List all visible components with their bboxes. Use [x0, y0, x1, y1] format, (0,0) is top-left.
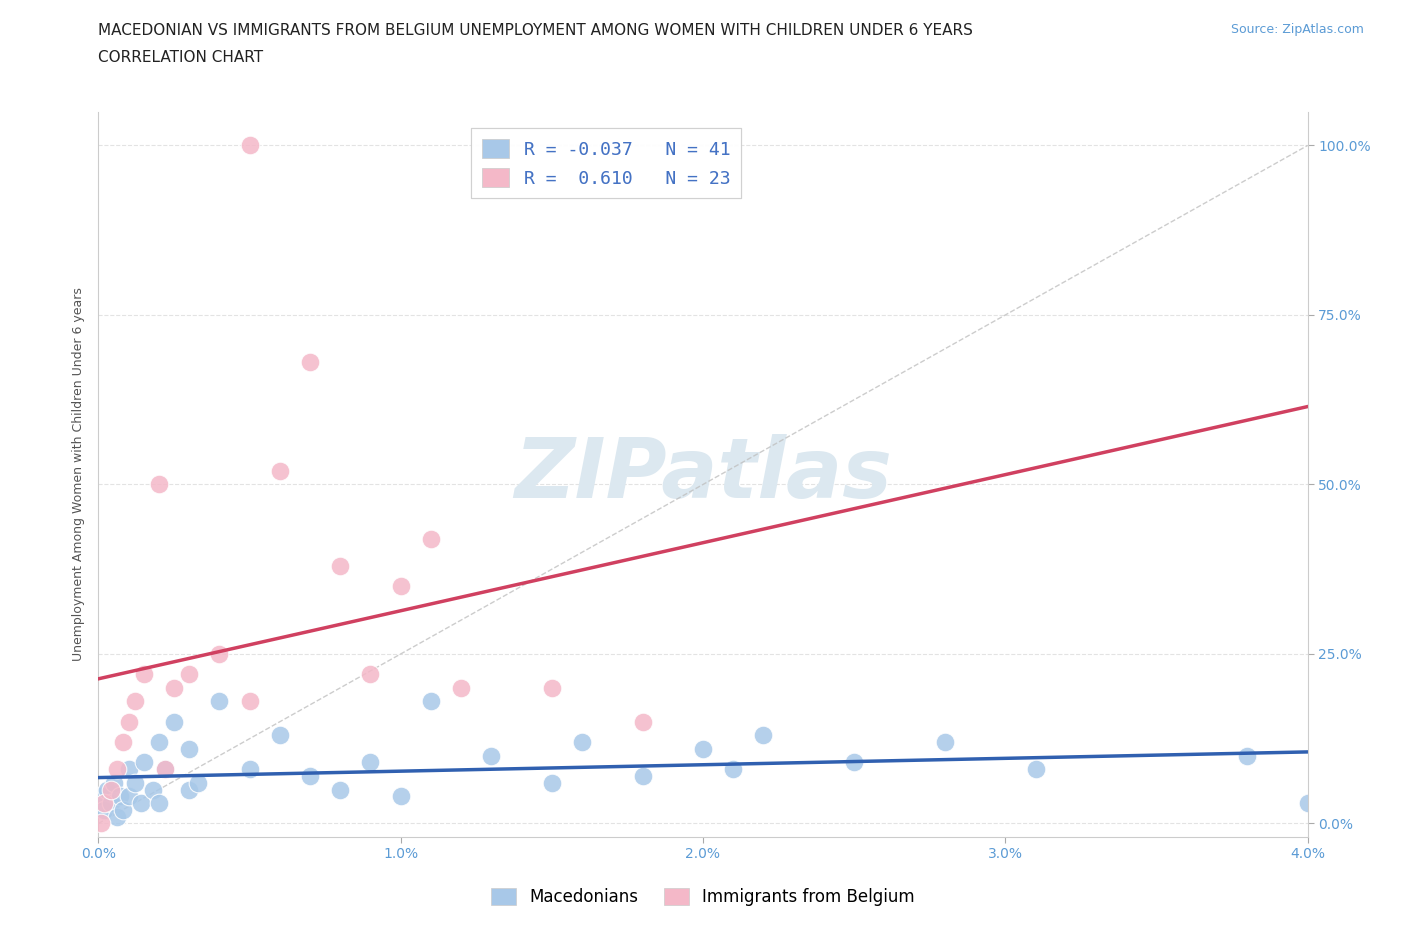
Point: [163, 681, 186, 696]
Point: [100, 782, 122, 797]
Point: [239, 694, 262, 709]
Point: [118, 714, 141, 729]
Point: [239, 138, 262, 153]
Point: [208, 694, 231, 709]
Point: [179, 782, 201, 797]
Point: [153, 762, 176, 777]
Point: [269, 463, 291, 478]
Point: [163, 714, 186, 729]
Point: [187, 776, 209, 790]
Point: [540, 681, 562, 696]
Point: [111, 735, 134, 750]
Point: [148, 735, 170, 750]
Point: [631, 768, 654, 783]
Point: [692, 741, 714, 756]
Point: [179, 667, 201, 682]
Point: [103, 776, 125, 790]
Point: [148, 796, 170, 811]
Point: [269, 728, 291, 743]
Point: [752, 728, 775, 743]
Point: [93, 803, 115, 817]
Point: [450, 681, 472, 696]
Point: [1025, 762, 1047, 777]
Point: [129, 796, 152, 811]
Point: [360, 755, 382, 770]
Point: [153, 762, 176, 777]
Point: [299, 768, 322, 783]
Point: [93, 796, 115, 811]
Point: [105, 809, 128, 824]
Point: [111, 803, 134, 817]
Point: [208, 646, 231, 661]
Point: [329, 782, 352, 797]
Point: [124, 694, 146, 709]
Point: [481, 749, 503, 764]
Point: [844, 755, 866, 770]
Point: [148, 477, 170, 492]
Point: [360, 667, 382, 682]
Point: [124, 776, 146, 790]
Point: [142, 782, 165, 797]
Point: [389, 789, 412, 804]
Point: [1236, 749, 1258, 764]
Point: [179, 741, 201, 756]
Point: [723, 762, 745, 777]
Point: [631, 714, 654, 729]
Point: [90, 789, 112, 804]
Point: [132, 755, 155, 770]
Point: [132, 667, 155, 682]
Point: [239, 762, 262, 777]
Point: [118, 762, 141, 777]
Text: ZIPatlas: ZIPatlas: [515, 433, 891, 515]
Point: [934, 735, 956, 750]
Point: [299, 355, 322, 370]
Point: [105, 762, 128, 777]
Point: [329, 558, 352, 573]
Point: [420, 694, 443, 709]
Point: [571, 735, 593, 750]
Legend: R = -0.037   N = 41, R =  0.610   N = 23: R = -0.037 N = 41, R = 0.610 N = 23: [471, 128, 741, 198]
Legend: Macedonians, Immigrants from Belgium: Macedonians, Immigrants from Belgium: [485, 881, 921, 912]
Point: [389, 578, 412, 593]
Point: [540, 776, 562, 790]
Text: CORRELATION CHART: CORRELATION CHART: [98, 50, 263, 65]
Text: MACEDONIAN VS IMMIGRANTS FROM BELGIUM UNEMPLOYMENT AMONG WOMEN WITH CHILDREN UND: MACEDONIAN VS IMMIGRANTS FROM BELGIUM UN…: [98, 23, 973, 38]
Point: [420, 531, 443, 546]
Text: Source: ZipAtlas.com: Source: ZipAtlas.com: [1230, 23, 1364, 36]
Point: [90, 816, 112, 830]
Point: [118, 789, 141, 804]
Point: [108, 789, 131, 804]
Point: [100, 796, 122, 811]
Y-axis label: Unemployment Among Women with Children Under 6 years: Unemployment Among Women with Children U…: [72, 287, 86, 661]
Point: [96, 782, 118, 797]
Point: [1296, 796, 1319, 811]
